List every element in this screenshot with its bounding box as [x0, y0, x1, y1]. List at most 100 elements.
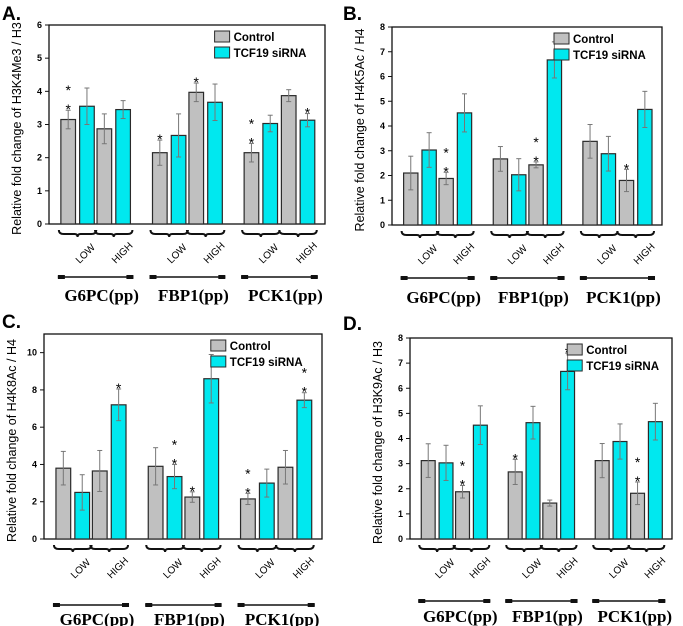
significance-star: * — [635, 473, 641, 489]
y-tick-label: 5 — [37, 53, 42, 63]
significance-star: * — [305, 105, 311, 121]
level-label: HIGH — [555, 556, 580, 581]
gene-label: FBP1(pp) — [512, 607, 583, 626]
level-label: LOW — [257, 242, 281, 266]
gene-line-end — [52, 603, 60, 607]
bar-sirna — [525, 422, 541, 540]
group-brace — [149, 229, 189, 238]
group-brace — [237, 544, 278, 553]
group-brace — [145, 544, 185, 553]
significance-star: * — [635, 454, 641, 470]
panel-label: A. — [2, 4, 21, 25]
legend-label-sirna: TCF19 siRNA — [573, 50, 646, 62]
gene-label: PCK1(pp) — [586, 288, 661, 307]
y-axis-label: Relative fold change of H3K4Me3 / H3 — [10, 22, 24, 235]
level-label: HIGH — [291, 556, 316, 581]
significance-star: * — [460, 457, 466, 473]
gene-line-end — [122, 603, 130, 607]
significance-star: * — [302, 365, 308, 381]
bar-sirna — [115, 108, 132, 225]
group-brace — [278, 229, 318, 238]
significance-star: * — [443, 163, 449, 179]
bar-sirna — [296, 399, 313, 540]
group-brace — [400, 230, 440, 239]
level-label: LOW — [254, 557, 278, 581]
significance-star: * — [443, 144, 449, 160]
bar-control — [188, 91, 205, 225]
level-label: HIGH — [110, 241, 135, 266]
legend-swatch-control — [566, 343, 583, 356]
significance-star: * — [245, 484, 251, 500]
y-tick-label: 6 — [37, 20, 42, 30]
significance-star: * — [533, 134, 539, 150]
y-tick-label: 1 — [37, 186, 42, 196]
gene-line-end — [241, 275, 249, 279]
y-tick-label: 6 — [380, 72, 385, 82]
bar-control — [438, 177, 454, 226]
y-tick-label: 3 — [380, 146, 385, 156]
group-brace — [505, 544, 543, 553]
level-label: LOW — [74, 242, 98, 266]
level-label: LOW — [596, 243, 620, 267]
y-tick-label: 0 — [32, 534, 37, 544]
gene-line-end — [570, 599, 578, 603]
gene-line-end — [505, 599, 513, 603]
y-tick-label: 8 — [398, 333, 403, 343]
gene-line-end — [149, 275, 157, 279]
y-tick-label: 4 — [37, 86, 42, 96]
bar-control — [528, 164, 544, 226]
significance-star: * — [249, 115, 255, 131]
gene-line-end — [579, 276, 587, 280]
y-tick-label: 3 — [37, 120, 42, 130]
gene-label: PCK1(pp) — [245, 610, 320, 626]
bar-control — [243, 152, 260, 225]
level-label: LOW — [69, 557, 93, 581]
legend-swatch-sirna — [553, 48, 570, 61]
gene-line-end — [57, 275, 65, 279]
legend-swatch-sirna — [214, 46, 231, 59]
legend-label-sirna: TCF19 siRNA — [230, 357, 303, 369]
gene-line-end — [145, 603, 153, 607]
significance-star: * — [65, 101, 71, 117]
y-tick-label: 3 — [398, 459, 403, 469]
group-brace — [592, 544, 630, 553]
gene-line-end — [310, 275, 318, 279]
y-tick-label: 5 — [398, 408, 403, 418]
chart-panel-a: A. 0 1 2 3 4 5 6 Relative fold change of H3K4Me3… — [2, 4, 326, 305]
significance-star: * — [194, 74, 200, 90]
level-label: HIGH — [202, 241, 227, 266]
group-brace — [435, 230, 475, 239]
gene-label: FBP1(pp) — [498, 288, 569, 307]
gene-line-end — [648, 276, 656, 280]
panel-label: B. — [343, 4, 362, 25]
y-tick-label: 7 — [380, 47, 385, 57]
gene-line-end — [126, 275, 134, 279]
group-brace — [241, 229, 281, 238]
legend-label-control: Control — [573, 34, 614, 46]
level-label: HIGH — [632, 242, 657, 267]
legend-label-sirna: TCF19 siRNA — [234, 48, 307, 60]
gene-line-end — [658, 599, 666, 603]
bar-control — [542, 502, 558, 540]
group-brace — [94, 229, 134, 238]
gene-line-end — [214, 603, 222, 607]
level-label: HIGH — [542, 242, 567, 267]
y-tick-label: 4 — [380, 121, 385, 131]
significance-star: * — [302, 384, 308, 400]
gene-line-end — [483, 599, 491, 603]
legend-swatch-control — [553, 32, 570, 45]
y-tick-label: 2 — [32, 497, 37, 507]
plot-frame — [43, 333, 323, 540]
significance-star: * — [460, 476, 466, 492]
legend-swatch-sirna — [210, 355, 227, 368]
gene-line-end — [592, 599, 600, 603]
bar-control — [60, 118, 77, 225]
level-label: LOW — [416, 243, 440, 267]
gene-label: FBP1(pp) — [154, 610, 225, 626]
y-tick-label: 6 — [32, 422, 37, 432]
significance-star: * — [533, 153, 539, 169]
group-brace — [579, 230, 619, 239]
group-brace — [539, 544, 578, 553]
y-tick-label: 0 — [380, 220, 385, 230]
gene-line-end — [218, 275, 226, 279]
